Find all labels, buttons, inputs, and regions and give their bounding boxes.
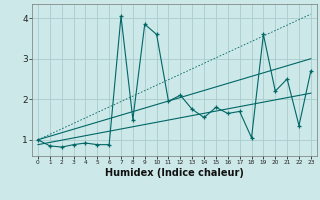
X-axis label: Humidex (Indice chaleur): Humidex (Indice chaleur) <box>105 168 244 178</box>
